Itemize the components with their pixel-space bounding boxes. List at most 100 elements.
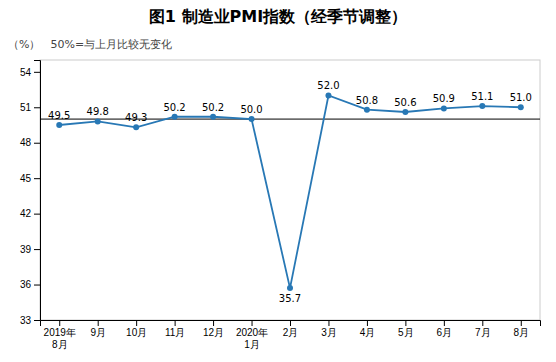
x-tick-label: 3月: [321, 327, 337, 338]
x-tick-mark: [367, 320, 368, 326]
data-label: 49.3: [125, 112, 147, 123]
data-label: 50.0: [240, 104, 262, 115]
data-label: 49.5: [48, 110, 70, 121]
x-tick-label: 2月: [283, 327, 299, 338]
marker: [479, 103, 485, 109]
marker: [210, 114, 216, 120]
y-tick-label: 36: [20, 279, 32, 290]
y-tick-mark: [34, 178, 40, 179]
data-label: 51.0: [510, 92, 532, 103]
x-tick-label: 11月: [165, 327, 185, 338]
x-tick: 8月: [513, 320, 529, 338]
marker: [133, 124, 139, 130]
y-tick-mark: [34, 72, 40, 73]
x-tick-mark: [59, 320, 60, 326]
x-tick: 10月: [126, 320, 147, 338]
data-label: 50.8: [356, 95, 378, 106]
marker: [287, 285, 293, 291]
data-label: 50.6: [394, 97, 416, 108]
x-axis-line: [41, 321, 541, 327]
x-tick-mark: [328, 320, 329, 326]
title: 图1 制造业PMI指数（经季节调整）: [149, 7, 407, 26]
y-tick-label: 48: [20, 137, 32, 148]
x-tick: 5月: [398, 320, 414, 338]
y-tick-mark: [34, 107, 40, 108]
y-axis-line: [34, 61, 41, 321]
y-tick-label: 54: [20, 67, 32, 78]
x-tick: 2月: [283, 320, 299, 338]
data-label: 50.2: [202, 102, 224, 113]
x-tick: 6月: [437, 320, 453, 338]
x-tick: 12月: [203, 320, 224, 338]
y-tick: 45: [20, 173, 40, 184]
data-label: 51.1: [471, 91, 493, 102]
x-tick-label: 6月: [437, 327, 453, 338]
y-tick-mark: [34, 143, 40, 144]
x-tick-label: 7月: [475, 327, 491, 338]
x-tick: 9月: [90, 320, 106, 338]
annotation: 50%=与上月比较无变化: [50, 38, 172, 51]
reference-line: [40, 119, 540, 120]
y-tick-mark: [34, 214, 40, 215]
marker: [249, 116, 255, 122]
x-tick-label: 5月: [398, 327, 414, 338]
x-tick-mark: [521, 320, 522, 326]
x-tick-mark: [252, 320, 253, 326]
marker: [172, 114, 178, 120]
x-tick-mark: [482, 320, 483, 326]
marker: [518, 104, 524, 110]
y-tick: 39: [20, 244, 40, 255]
y-tick-label: 39: [20, 244, 32, 255]
x-tick-mark: [175, 320, 176, 326]
x-tick-mark: [213, 320, 214, 326]
marker: [364, 107, 370, 113]
x-tick-mark: [136, 320, 137, 326]
plot-frame: [40, 60, 540, 320]
y-tick: 48: [20, 137, 40, 148]
marker: [95, 118, 101, 124]
y-tick-mark: [34, 320, 40, 321]
y-tick-mark: [34, 249, 40, 250]
x-tick: 7月: [475, 320, 491, 338]
y-tick: 36: [20, 279, 40, 290]
y-tick: 51: [20, 102, 40, 113]
x-tick-label: 2020年1月: [236, 327, 268, 350]
y-tick-label: 42: [20, 208, 32, 219]
marker: [56, 122, 62, 128]
y-tick: 54: [20, 67, 40, 78]
x-axis: 2019年8月 9月 10月 11月 12月 2020年1月 2月 3月 4月 5月 6月 7月 8月: [41, 320, 541, 350]
x-tick-label: 12月: [203, 327, 224, 338]
data-label: 50.9: [433, 93, 455, 104]
y-axis: 33 36 39 42 45 48 51 54: [20, 61, 41, 326]
x-tick-mark: [290, 320, 291, 326]
y-label: （%）: [8, 38, 40, 51]
x-tick-label: 8月: [513, 327, 529, 338]
x-tick-label: 9月: [90, 327, 106, 338]
x-tick-label: 2019年8月: [44, 327, 76, 350]
x-tick: 11月: [165, 320, 185, 338]
data-labels: 49.549.849.350.250.250.035.752.050.850.6…: [48, 80, 532, 304]
x-tick: 4月: [360, 320, 376, 338]
x-tick-label: 10月: [126, 327, 147, 338]
x-tick: 3月: [321, 320, 337, 338]
y-tick-mark: [34, 285, 40, 286]
data-label: 35.7: [279, 293, 301, 304]
x-tick: 2019年8月: [44, 320, 76, 350]
marker: [441, 105, 447, 111]
chart: 图1 制造业PMI指数（经季节调整） （%） 50%=与上月比较无变化 33 36 39 4…: [0, 0, 556, 362]
data-label: 49.8: [87, 106, 109, 117]
y-tick-label: 33: [20, 315, 32, 326]
x-tick-mark: [98, 320, 99, 326]
line: [59, 95, 521, 288]
plot: 33 36 39 42 45 48 51 54 2019年8月 9月 10月 11月 12月 2020年1…: [20, 60, 541, 350]
x-tick-mark: [444, 320, 445, 326]
x-tick-mark: [405, 320, 406, 326]
y-tick-label: 45: [20, 173, 32, 184]
marks: [40, 92, 540, 291]
y-tick: 42: [20, 208, 40, 219]
x-tick-label: 4月: [360, 327, 376, 338]
y-tick: 33: [20, 315, 40, 326]
marker: [325, 92, 331, 98]
y-tick-label: 51: [20, 102, 32, 113]
marker: [402, 109, 408, 115]
